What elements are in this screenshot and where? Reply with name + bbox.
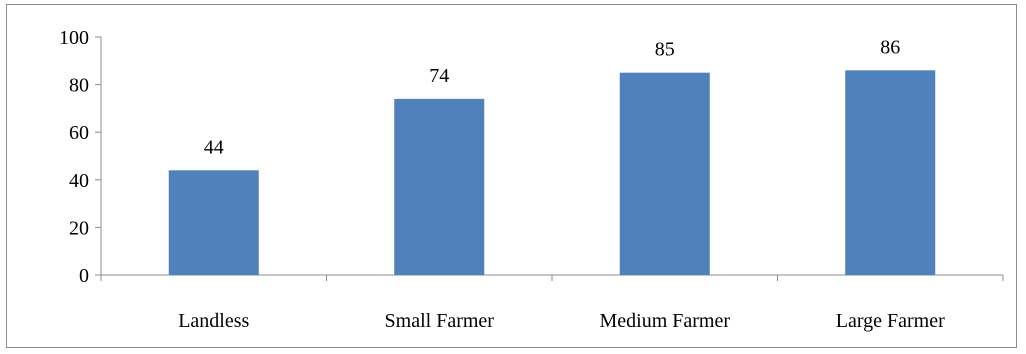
bar-data-label: 85 bbox=[655, 39, 675, 61]
y-tick-label: 20 bbox=[69, 217, 89, 239]
x-axis-ticks bbox=[100, 275, 1004, 281]
category-label: Large Farmer bbox=[836, 310, 945, 332]
category-label: Small Farmer bbox=[385, 310, 495, 332]
data-labels-group: 44 74 85 86 bbox=[204, 36, 901, 158]
bar bbox=[168, 170, 259, 275]
bars-group bbox=[168, 70, 936, 275]
y-tick-label: 0 bbox=[79, 265, 89, 287]
category-label: Landless bbox=[178, 310, 249, 332]
y-tick-label: 40 bbox=[69, 170, 89, 192]
bar bbox=[394, 98, 485, 275]
category-label: Medium Farmer bbox=[599, 310, 730, 332]
bar-data-label: 86 bbox=[880, 36, 900, 58]
y-tick-label: 100 bbox=[59, 27, 89, 49]
category-labels-group: Landless Small Farmer Medium Farmer Large F… bbox=[178, 310, 945, 332]
bar-data-label: 44 bbox=[204, 136, 224, 158]
y-tick-label: 60 bbox=[69, 122, 89, 144]
bar bbox=[845, 70, 936, 275]
bar-data-label: 74 bbox=[429, 65, 449, 87]
y-axis-ticks: 0 20 40 60 80 100 bbox=[59, 27, 101, 287]
y-tick-label: 80 bbox=[69, 75, 89, 97]
bar bbox=[619, 72, 710, 275]
